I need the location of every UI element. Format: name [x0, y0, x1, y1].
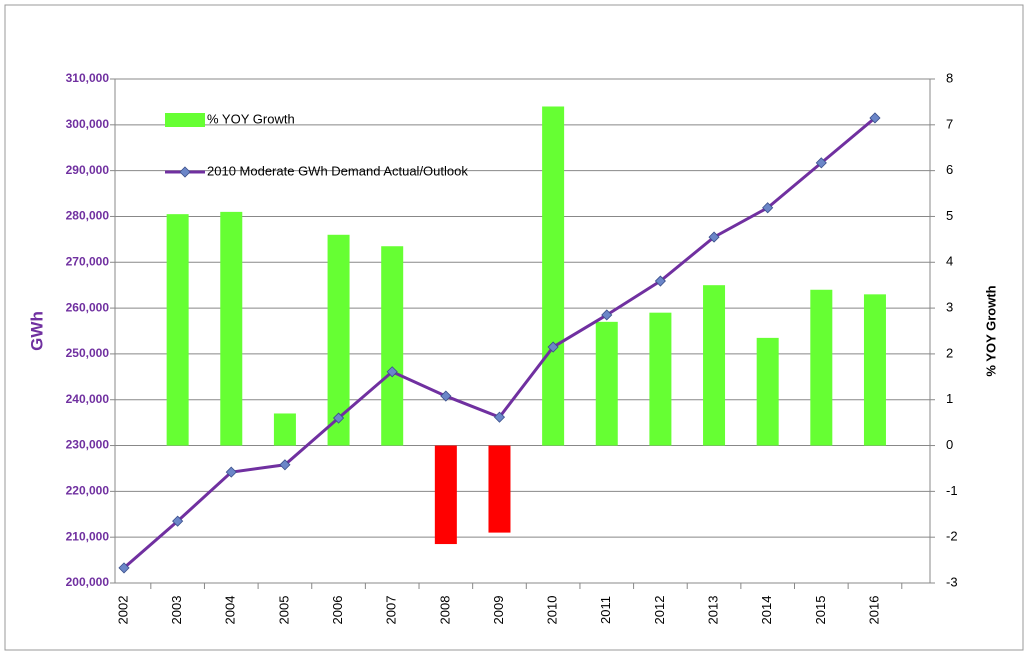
y2-axis-title: % YOY Growth: [983, 285, 998, 376]
legend-label: % YOY Growth: [207, 111, 295, 126]
y-tick-label: 270,000: [66, 254, 110, 268]
y2-tick-label: 7: [946, 116, 953, 131]
y-tick-label: 240,000: [66, 392, 110, 406]
x-tick-label: 2003: [169, 596, 184, 625]
bar: [273, 413, 296, 446]
y2-tick-label: 8: [946, 70, 953, 85]
x-tick-label: 2002: [115, 596, 130, 625]
marker: [762, 202, 774, 214]
y-tick-label: 290,000: [66, 163, 110, 177]
marker: [654, 275, 666, 287]
marker: [493, 411, 506, 423]
x-tick-label: 2009: [491, 596, 506, 625]
marker: [225, 466, 237, 478]
bar: [381, 246, 404, 446]
marker: [279, 459, 291, 471]
bar: [542, 106, 565, 446]
y2-tick-label: -1: [946, 483, 958, 498]
x-tick-label: 2004: [223, 596, 238, 625]
legend-swatch: [165, 113, 205, 127]
x-tick-label: 2008: [437, 596, 452, 625]
bar: [488, 445, 511, 533]
y2-tick-label: 6: [946, 162, 953, 177]
y-tick-label: 220,000: [66, 484, 110, 498]
bar: [649, 312, 672, 446]
x-tick-label: 2005: [276, 596, 291, 625]
x-tick-label: 2011: [598, 596, 613, 624]
bar: [756, 337, 779, 446]
x-tick-label: 2006: [330, 596, 345, 625]
marker: [708, 231, 720, 243]
legend-marker: [179, 166, 191, 178]
bar: [863, 294, 886, 446]
y2-tick-label: 4: [946, 254, 953, 269]
bar: [595, 321, 618, 446]
x-tick-label: 2012: [652, 596, 667, 625]
legend-label: 2010 Moderate GWh Demand Actual/Outlook: [207, 163, 468, 178]
marker: [440, 390, 452, 402]
y2-tick-label: -3: [946, 574, 958, 589]
y-tick-label: 230,000: [66, 438, 110, 452]
y-tick-label: 310,000: [66, 71, 110, 85]
marker: [172, 515, 184, 527]
x-tick-label: 2014: [759, 596, 774, 625]
y2-tick-label: 0: [946, 437, 953, 452]
y2-tick-label: 1: [946, 391, 953, 406]
marker: [815, 157, 827, 169]
y2-tick-label: 2: [946, 345, 953, 360]
y-tick-label: 250,000: [66, 346, 110, 360]
marker: [601, 309, 613, 321]
y2-tick-label: -2: [946, 529, 958, 544]
marker: [332, 412, 345, 424]
x-tick-label: 2007: [384, 596, 399, 625]
bar: [220, 211, 243, 446]
y-tick-label: 300,000: [66, 117, 110, 131]
bar: [810, 289, 833, 446]
y-tick-label: 280,000: [66, 209, 110, 223]
bar: [327, 234, 350, 446]
marker: [869, 112, 881, 124]
x-tick-label: 2015: [813, 596, 828, 625]
bar: [166, 214, 189, 446]
marker: [386, 366, 398, 378]
bar: [703, 285, 726, 446]
x-tick-label: 2013: [705, 596, 720, 625]
y-tick-label: 260,000: [66, 300, 110, 314]
y-tick-label: 200,000: [66, 575, 110, 589]
marker: [547, 341, 559, 353]
y2-tick-label: 5: [946, 208, 953, 223]
marker: [118, 562, 130, 574]
y-tick-label: 210,000: [66, 529, 110, 543]
y-axis-title: GWh: [27, 311, 46, 351]
x-tick-label: 2016: [866, 596, 881, 625]
bar: [434, 445, 457, 545]
y2-tick-label: 3: [946, 300, 953, 315]
x-tick-label: 2010: [545, 596, 560, 625]
